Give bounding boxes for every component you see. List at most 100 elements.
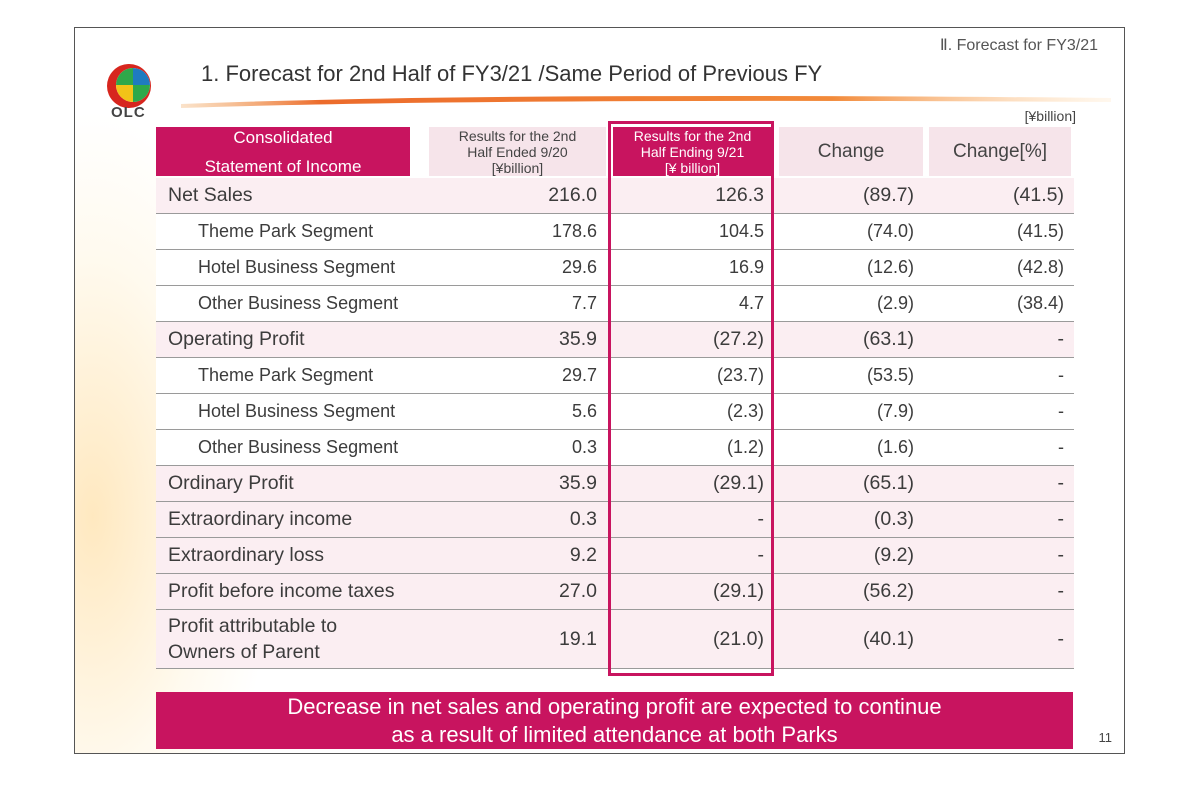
cell-forecast: 104.5: [609, 213, 776, 250]
cell-change-pct: (41.5): [926, 213, 1074, 250]
header-prev-line1: Results for the 2nd: [458, 127, 577, 144]
summary-banner: Decrease in net sales and operating prof…: [156, 692, 1073, 749]
header-change-pct-label: Change[%]: [929, 127, 1071, 176]
row-label: Theme Park Segment: [156, 357, 426, 394]
cell-change: (74.0): [776, 213, 926, 250]
cell-previous: 7.7: [426, 285, 609, 322]
cell-change-pct: -: [926, 357, 1074, 394]
table-row: Net Sales 216.0 126.3 (89.7) (41.5): [156, 178, 1074, 214]
cell-previous: 5.6: [426, 393, 609, 430]
cell-change-pct: -: [926, 321, 1074, 358]
page-number: 11: [1098, 730, 1113, 745]
table-row: Extraordinary loss 9.2 - (9.2) -: [156, 537, 1074, 574]
header-change-pct: Change[%]: [926, 125, 1074, 178]
cell-previous: 35.9: [426, 321, 609, 358]
logo-text: OLC: [111, 104, 146, 121]
cell-change: (40.1): [776, 609, 926, 669]
header-prev-line2: Half Ended 9/20: [467, 143, 568, 160]
cell-change-pct: -: [926, 501, 1074, 538]
cell-forecast: -: [609, 537, 776, 574]
table-row: Theme Park Segment 29.7 (23.7) (53.5) -: [156, 357, 1074, 394]
cell-change: (65.1): [776, 465, 926, 502]
cell-change: (53.5): [776, 357, 926, 394]
section-label: Ⅱ. Forecast for FY3/21: [939, 37, 1098, 54]
cell-forecast: (23.7): [609, 357, 776, 394]
row-label: Other Business Segment: [156, 429, 426, 466]
cell-change: (89.7): [776, 178, 926, 214]
cell-previous: 35.9: [426, 465, 609, 502]
cell-forecast: 126.3: [609, 178, 776, 214]
cell-change-pct: -: [926, 429, 1074, 466]
page-title: 1. Forecast for 2nd Half of FY3/21 /Same…: [201, 61, 823, 86]
table-row: Other Business Segment 7.7 4.7 (2.9) (38…: [156, 285, 1074, 322]
income-statement-table: Consolidated Statement of Income Results …: [156, 125, 1074, 669]
header-previous-results: Results for the 2nd Half Ended 9/20 [¥bill…: [426, 125, 609, 178]
banner-line1: Decrease in net sales and operating prof…: [287, 693, 942, 719]
unit-label: [¥billion]: [1024, 108, 1076, 124]
header-statement: Consolidated Statement of Income: [156, 125, 426, 178]
table-row: Operating Profit 35.9 (27.2) (63.1) -: [156, 321, 1074, 358]
cell-previous: 29.6: [426, 249, 609, 286]
cell-change-pct: -: [926, 465, 1074, 502]
cell-change-pct: -: [926, 573, 1074, 610]
table-row: Other Business Segment 0.3 (1.2) (1.6) -: [156, 429, 1074, 466]
cell-change: (1.6): [776, 429, 926, 466]
table-row: Profit attributable to Owners of Parent …: [156, 609, 1074, 669]
row-label: Operating Profit: [156, 321, 426, 358]
cell-forecast: (2.3): [609, 393, 776, 430]
row-label: Other Business Segment: [156, 285, 426, 322]
row-label: Theme Park Segment: [156, 213, 426, 250]
cell-change-pct: (38.4): [926, 285, 1074, 322]
table-row: Hotel Business Segment 5.6 (2.3) (7.9) -: [156, 393, 1074, 430]
cell-forecast: (1.2): [609, 429, 776, 466]
cell-forecast: (21.0): [609, 609, 776, 669]
cell-change-pct: (42.8): [926, 249, 1074, 286]
table-row: Hotel Business Segment 29.6 16.9 (12.6) …: [156, 249, 1074, 286]
row-label-line1: Profit attributable to: [168, 615, 338, 637]
cell-forecast: 4.7: [609, 285, 776, 322]
header-statement-line2: Statement of Income: [204, 156, 362, 176]
header-statement-line1: Consolidated: [233, 127, 333, 147]
table-header-row: Consolidated Statement of Income Results …: [156, 125, 1074, 178]
cell-previous: 216.0: [426, 178, 609, 214]
header-forecast-results: Results for the 2nd Half Ending 9/21 [¥ bi…: [609, 125, 776, 178]
cell-change: (12.6): [776, 249, 926, 286]
row-label: Net Sales: [156, 178, 426, 214]
title-swoosh: [181, 96, 1111, 108]
cell-forecast: -: [609, 501, 776, 538]
cell-previous: 0.3: [426, 429, 609, 466]
table-row: Ordinary Profit 35.9 (29.1) (65.1) -: [156, 465, 1074, 502]
header-prev-line3: [¥billion]: [491, 159, 544, 176]
header-change: Change: [776, 125, 926, 178]
cell-previous: 19.1: [426, 609, 609, 669]
slide: Ⅱ. Forecast for FY3/21 OLC 1. Forecast f…: [74, 27, 1125, 754]
cell-change-pct: -: [926, 393, 1074, 430]
row-label: Ordinary Profit: [156, 465, 426, 502]
header-fcst-line2: Half Ending 9/21: [640, 143, 745, 160]
cell-change: (7.9): [776, 393, 926, 430]
cell-change-pct: -: [926, 609, 1074, 669]
header-fcst-line1: Results for the 2nd: [633, 127, 752, 144]
cell-change: (63.1): [776, 321, 926, 358]
cell-forecast: (29.1): [609, 465, 776, 502]
header-fcst-line3: [¥ billion]: [664, 159, 721, 176]
cell-previous: 27.0: [426, 573, 609, 610]
row-label: Profit before income taxes: [156, 573, 426, 610]
table-row: Extraordinary income 0.3 - (0.3) -: [156, 501, 1074, 538]
table-row: Profit before income taxes 27.0 (29.1) (…: [156, 573, 1074, 610]
cell-change: (2.9): [776, 285, 926, 322]
cell-change-pct: -: [926, 537, 1074, 574]
cell-previous: 178.6: [426, 213, 609, 250]
cell-previous: 29.7: [426, 357, 609, 394]
header-change-label: Change: [779, 127, 923, 176]
cell-change: (9.2): [776, 537, 926, 574]
table-row: Theme Park Segment 178.6 104.5 (74.0) (4…: [156, 213, 1074, 250]
row-label: Profit attributable to Owners of Parent: [156, 609, 426, 669]
cell-forecast: (27.2): [609, 321, 776, 358]
row-label: Extraordinary loss: [156, 537, 426, 574]
banner-line2: as a result of limited attendance at bot…: [391, 721, 838, 747]
cell-change: (56.2): [776, 573, 926, 610]
row-label: Hotel Business Segment: [156, 249, 426, 286]
row-label: Extraordinary income: [156, 501, 426, 538]
row-label: Hotel Business Segment: [156, 393, 426, 430]
